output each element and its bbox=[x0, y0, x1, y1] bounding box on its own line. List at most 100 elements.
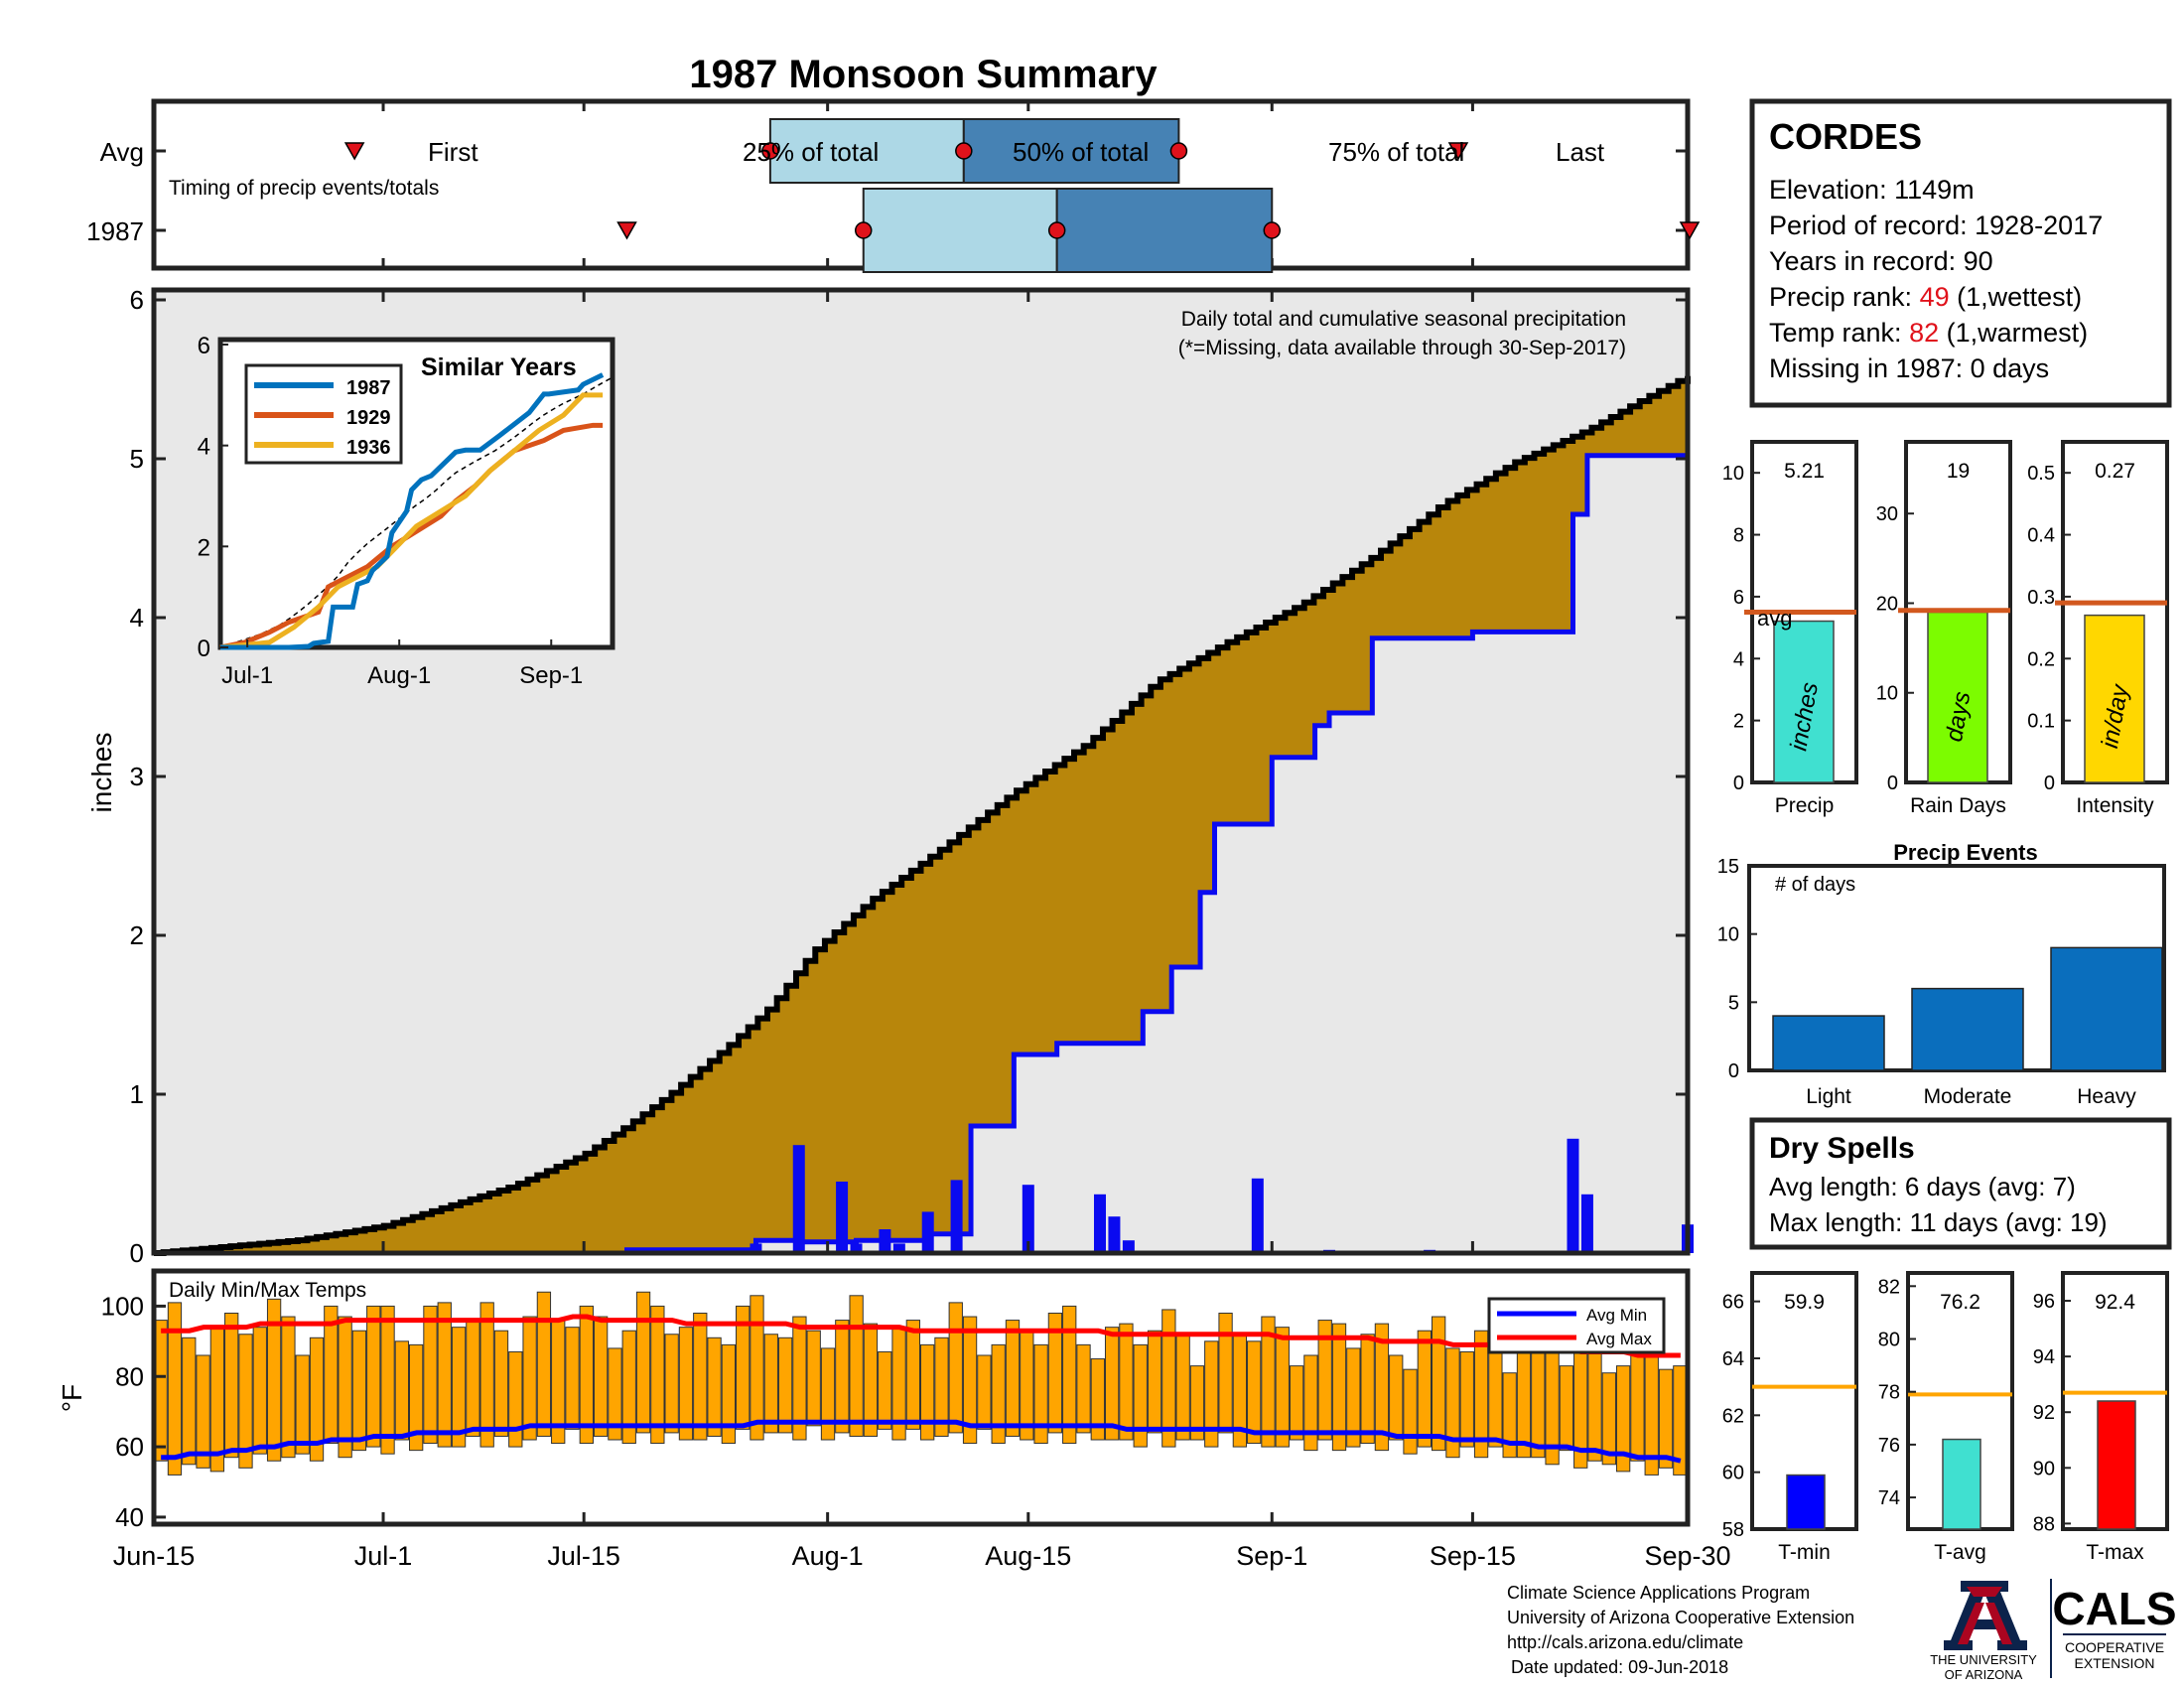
small-temp-ytick-label: 82 bbox=[1878, 1276, 1900, 1298]
temp-range-bar bbox=[1119, 1323, 1134, 1441]
inset-ytick-label: 0 bbox=[198, 635, 210, 662]
small-temp-ytick-label: 60 bbox=[1722, 1463, 1744, 1484]
temp-range-bar bbox=[1076, 1343, 1091, 1434]
inset-avg-dashed-line bbox=[219, 376, 614, 648]
temp-range-bar bbox=[182, 1336, 197, 1466]
temp-range-bar bbox=[295, 1354, 310, 1455]
main-ytick-label: 3 bbox=[130, 762, 144, 791]
temp-range-bar bbox=[579, 1305, 594, 1445]
temp-range-bar bbox=[1374, 1323, 1390, 1452]
timing-75-label: 75% of total bbox=[1328, 137, 1464, 167]
main-ylabel: inches bbox=[86, 733, 117, 813]
small-precip-bar bbox=[2084, 614, 2145, 783]
small-temp-value: 76.2 bbox=[1940, 1291, 1980, 1314]
temp-range-bar bbox=[777, 1336, 793, 1434]
timing-avg-first-last-marker bbox=[1447, 142, 1469, 161]
temp-range-bar bbox=[792, 1316, 807, 1441]
temp-range-bar bbox=[238, 1334, 253, 1469]
main-ytick-label: 5 bbox=[130, 444, 144, 474]
small-precip-bar bbox=[1927, 611, 1988, 783]
temp-range-bar bbox=[1559, 1365, 1574, 1452]
event-ytick-label: 5 bbox=[1728, 992, 1739, 1014]
temp-range-bar bbox=[1658, 1368, 1674, 1469]
temp-range-bar bbox=[196, 1354, 210, 1469]
temp-range-bar bbox=[423, 1305, 438, 1445]
daily-precip-bar bbox=[792, 1145, 805, 1253]
date-xtick-label: Jul-15 bbox=[547, 1541, 620, 1571]
temp-range-bar bbox=[409, 1343, 424, 1452]
temp-range-bar bbox=[1317, 1320, 1332, 1441]
temp-range-bar bbox=[1104, 1327, 1120, 1441]
event-ytick-label: 10 bbox=[1717, 924, 1739, 946]
timing-1987-first-last-marker bbox=[1679, 221, 1701, 240]
temp-range-bar bbox=[1175, 1334, 1190, 1441]
daily-precip-bar bbox=[1567, 1138, 1579, 1253]
temp-range-bar bbox=[252, 1327, 267, 1455]
date-xtick-label: Aug-15 bbox=[985, 1541, 1071, 1571]
date-axis: Jun-15 Jul-1 Jul-15 Aug-1 Aug-15 Sep-1 Sep-15 S… bbox=[113, 1512, 1731, 1571]
inset-legend-1987: 1987 bbox=[346, 377, 391, 399]
small-precip-ytick-label: 0 bbox=[2044, 773, 2055, 794]
small-precip-xlabel: Rain Days bbox=[1910, 794, 2006, 817]
temp-range-bar bbox=[437, 1302, 452, 1448]
inset-ticks: 0 2 4 6 Jul-1 Aug-1 Sep-1 bbox=[198, 333, 584, 689]
daily-precip-bar bbox=[879, 1229, 891, 1253]
temp-range-bar bbox=[736, 1305, 751, 1430]
small-precip-avg-label: avg bbox=[1757, 606, 1792, 631]
timing-panel: Avg 1987 Timing of precip events/totals … bbox=[86, 98, 1701, 273]
small-precip-ytick-label: 4 bbox=[1733, 648, 1744, 670]
temp-range-bar bbox=[707, 1336, 722, 1437]
footer-line-2: University of Arizona Cooperative Extens… bbox=[1507, 1608, 1854, 1627]
temp-range-bar bbox=[1417, 1330, 1433, 1448]
small-precip-ytick-label: 0.4 bbox=[2027, 525, 2055, 547]
events-ylabel: # of days bbox=[1775, 874, 1855, 896]
daily-precip-bar bbox=[750, 1243, 762, 1253]
footer-credits: Climate Science Applications Program Uni… bbox=[1507, 1583, 1854, 1677]
figure-title: 1987 Monsoon Summary bbox=[689, 53, 1158, 96]
temp-range-bar bbox=[1218, 1313, 1233, 1434]
temp-range-bar bbox=[1161, 1309, 1176, 1448]
temp-range-bar bbox=[1189, 1365, 1205, 1441]
avg-min-line bbox=[161, 1419, 1682, 1464]
timing-1987-first-last-marker bbox=[616, 221, 637, 240]
temp-range-bar bbox=[394, 1340, 410, 1441]
temp-range-bar bbox=[1133, 1343, 1148, 1448]
temp-range-bar bbox=[1303, 1354, 1318, 1452]
dry-spells-box: Dry Spells Avg length: 6 days (avg: 7) M… bbox=[1749, 1117, 2172, 1250]
daily-precip-bar bbox=[892, 1243, 905, 1253]
ua-name-2: OF ARIZONA bbox=[1945, 1667, 2023, 1682]
avg-cumulative-line bbox=[154, 375, 1691, 1256]
temp-range-bar bbox=[678, 1327, 694, 1441]
small-temp-ytick-label: 96 bbox=[2033, 1291, 2055, 1313]
small-precip-bar bbox=[1773, 620, 1835, 783]
small-temp-bar bbox=[1942, 1438, 1981, 1530]
temp-range-bar bbox=[1488, 1343, 1503, 1448]
date-xtick-label: Sep-1 bbox=[1236, 1541, 1307, 1571]
temp-range-bar bbox=[1346, 1347, 1361, 1448]
temp-range-bar bbox=[1005, 1320, 1021, 1437]
small-temp-xlabel: T-max bbox=[2086, 1541, 2144, 1564]
small-precip-ytick-label: 10 bbox=[1876, 683, 1898, 705]
temp-range-bar bbox=[878, 1350, 892, 1430]
temp-range-bar bbox=[266, 1298, 282, 1462]
daily-precip-bar bbox=[1251, 1178, 1264, 1253]
inset-ytick-label: 4 bbox=[198, 434, 210, 461]
temp-range-bar bbox=[863, 1323, 879, 1437]
footer-line-3: http://cals.arizona.edu/climate bbox=[1507, 1632, 1743, 1652]
temp-y-ticks: 40 60 80 100 bbox=[101, 1291, 166, 1532]
temp-range-bar bbox=[338, 1316, 352, 1459]
temp-range-bar bbox=[621, 1330, 636, 1445]
temp-range-bar bbox=[763, 1334, 778, 1434]
inset-series-1987 bbox=[220, 372, 605, 650]
temp-range-bar bbox=[1090, 1358, 1105, 1441]
temp-range-bar bbox=[920, 1343, 935, 1441]
daily-precip-bar bbox=[1108, 1216, 1121, 1253]
temp-range-bar bbox=[209, 1327, 225, 1473]
precip-events-panel: Precip Events Light Moderate Heavy 0 5 10 15 #… bbox=[1717, 840, 2166, 1108]
inset-ytick-label: 6 bbox=[198, 333, 210, 359]
temp-range-bar bbox=[1062, 1305, 1077, 1445]
main-ytick-label: 6 bbox=[130, 285, 144, 315]
temp-ytick-label: 60 bbox=[115, 1432, 144, 1462]
small-temp-ytick-label: 76 bbox=[1878, 1435, 1900, 1457]
